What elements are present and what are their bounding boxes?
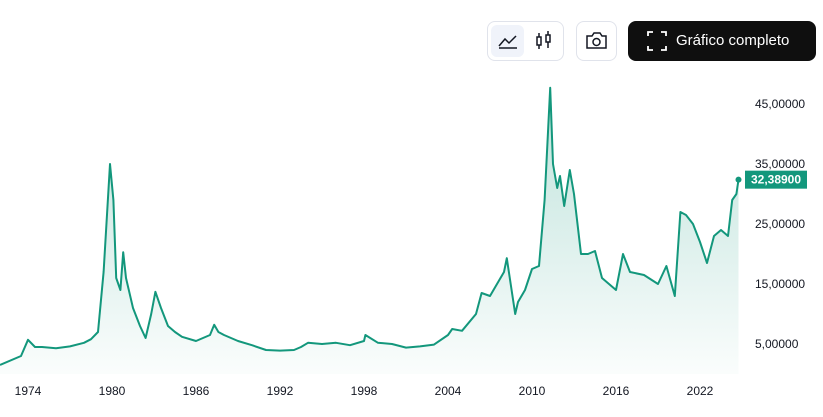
x-tick-label: 2010 [519, 384, 546, 398]
y-tick-label: 35,00000 [755, 157, 805, 171]
fullscreen-icon [647, 31, 667, 51]
full-chart-button[interactable]: Gráfico completo [628, 21, 816, 61]
last-price-label: 32,38900 [751, 173, 801, 187]
last-price-badge [745, 170, 807, 189]
full-chart-label: Gráfico completo [676, 32, 790, 49]
camera-icon [586, 32, 607, 49]
y-tick-label: 45,00000 [755, 97, 805, 111]
last-price-dot [735, 176, 742, 183]
candle-chart-button[interactable] [528, 25, 561, 57]
line-icon [498, 35, 517, 49]
candle-icon [536, 31, 551, 49]
screenshot-button[interactable] [576, 21, 617, 61]
x-tick-label: 1986 [183, 384, 210, 398]
y-tick-label: 5,00000 [755, 337, 799, 351]
x-tick-label: 1974 [15, 384, 42, 398]
line-chart-button[interactable] [491, 25, 524, 57]
area [0, 87, 739, 375]
y-tick-label: 25,00000 [755, 217, 805, 231]
x-tick-label: 1998 [351, 384, 378, 398]
x-tick-label: 2004 [435, 384, 462, 398]
chart-type-group [487, 21, 564, 61]
x-tick-label: 1992 [267, 384, 294, 398]
x-tick-label: 2016 [603, 384, 630, 398]
x-tick-label: 1980 [99, 384, 126, 398]
price-line [0, 86, 740, 366]
y-tick-label: 15,00000 [755, 277, 805, 291]
x-tick-label: 2022 [687, 384, 714, 398]
